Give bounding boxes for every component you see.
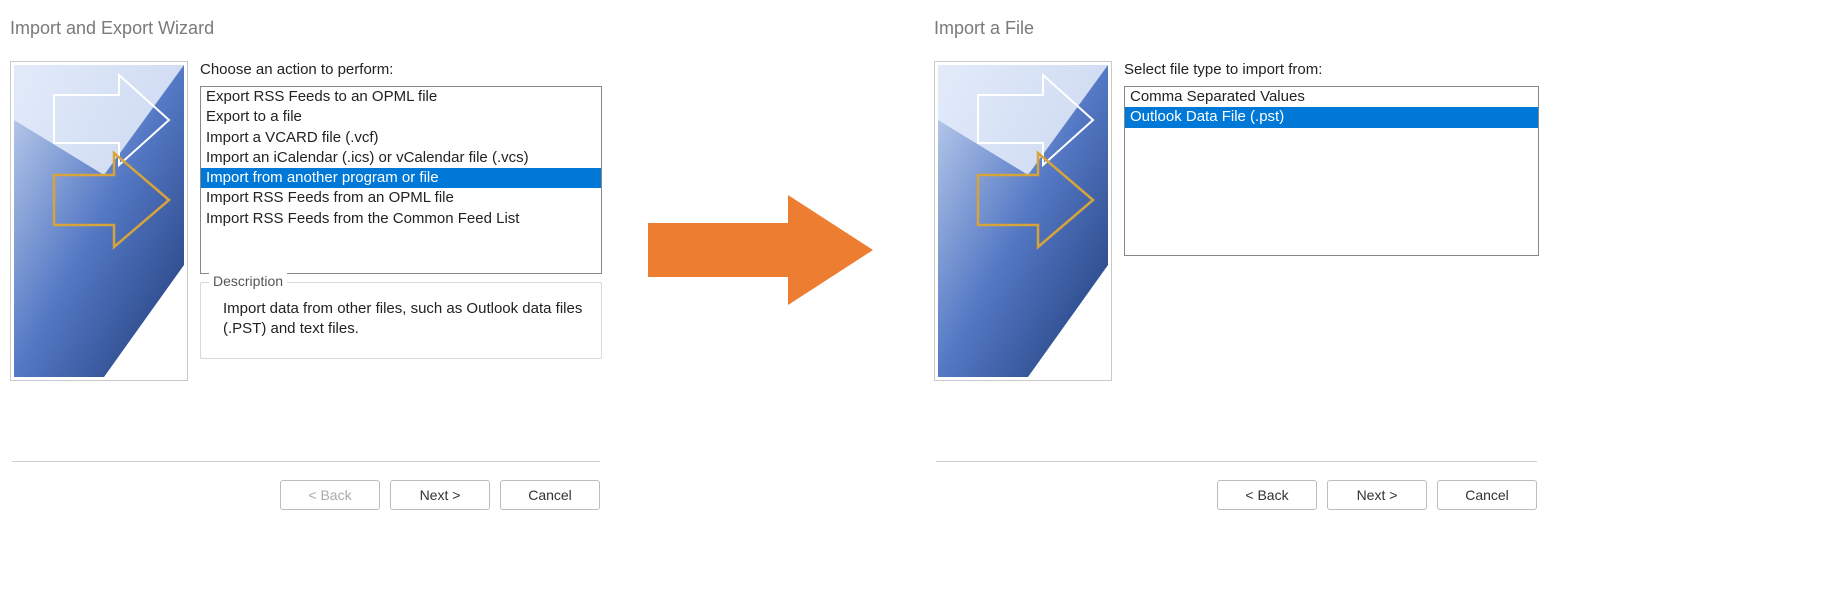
list-item[interactable]: Import a VCARD file (.vcf): [201, 128, 601, 148]
dialog-body: Choose an action to perform: Export RSS …: [0, 61, 612, 381]
next-button[interactable]: Next >: [390, 480, 490, 510]
list-item[interactable]: Import from another program or file: [201, 168, 601, 188]
content-column: Select file type to import from: Comma S…: [1124, 61, 1539, 381]
description-text: Import data from other files, such as Ou…: [215, 291, 587, 340]
description-group: Description Import data from other files…: [200, 282, 602, 359]
dialog-title: Import a File: [924, 0, 1549, 61]
wizard-image: [10, 61, 188, 381]
list-item[interactable]: Comma Separated Values: [1125, 87, 1538, 107]
list-item[interactable]: Import RSS Feeds from the Common Feed Li…: [201, 209, 601, 229]
button-row: < Back Next > Cancel: [936, 461, 1537, 510]
button-row: < Back Next > Cancel: [12, 461, 600, 510]
import-export-wizard-dialog: Import and Export Wizard: [0, 0, 612, 520]
wizard-arrows-icon: [938, 65, 1108, 377]
action-listbox[interactable]: Export RSS Feeds to an OPML fileExport t…: [200, 86, 602, 274]
list-item[interactable]: Export RSS Feeds to an OPML file: [201, 87, 601, 107]
content-column: Choose an action to perform: Export RSS …: [200, 61, 602, 381]
wizard-image: [934, 61, 1112, 381]
list-item[interactable]: Outlook Data File (.pst): [1125, 107, 1538, 127]
list-item[interactable]: Import RSS Feeds from an OPML file: [201, 188, 601, 208]
cancel-button[interactable]: Cancel: [1437, 480, 1537, 510]
dialog-body: Select file type to import from: Comma S…: [924, 61, 1549, 381]
wizard-arrows-icon: [14, 65, 184, 377]
list-item[interactable]: Export to a file: [201, 107, 601, 127]
back-button[interactable]: < Back: [1217, 480, 1317, 510]
dialog-title: Import and Export Wizard: [0, 0, 612, 61]
action-prompt-label: Choose an action to perform:: [200, 61, 602, 78]
back-button[interactable]: < Back: [280, 480, 380, 510]
next-button[interactable]: Next >: [1327, 480, 1427, 510]
transition-arrow-icon: [648, 195, 873, 305]
import-file-dialog: Import a File Select file type to impo: [924, 0, 1549, 520]
description-legend: Description: [209, 273, 287, 289]
list-item[interactable]: Import an iCalendar (.ics) or vCalendar …: [201, 148, 601, 168]
cancel-button[interactable]: Cancel: [500, 480, 600, 510]
filetype-listbox[interactable]: Comma Separated ValuesOutlook Data File …: [1124, 86, 1539, 256]
filetype-prompt-label: Select file type to import from:: [1124, 61, 1539, 78]
